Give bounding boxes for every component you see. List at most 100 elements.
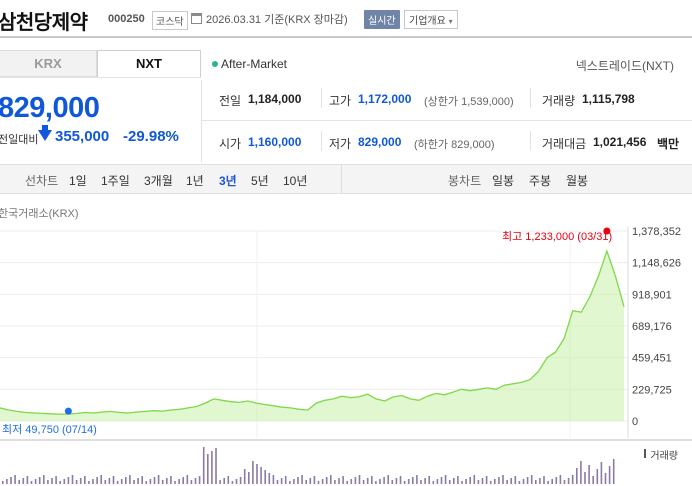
y-tick-label: 1,378,352 [632,226,681,238]
volume-bar [551,479,553,484]
volume-bar [596,469,599,484]
volume-bar [59,481,61,484]
volume-bar [182,477,184,484]
volume-bar [14,475,16,484]
volume-bar [116,481,119,484]
stock-header: 삼천당제약 000250 코스닥 2026.03.31 기준(KRX 장마감) … [0,0,692,38]
period-1y[interactable]: 1년 [186,174,204,188]
stats-col-divider [321,88,322,108]
stats-divider [201,80,202,162]
volume-bar [79,478,82,484]
volume-bar [522,479,525,484]
after-market-dot-icon [212,61,218,67]
upper-limit: (상한가 1,539,000) [424,96,514,108]
candle-chart-label: 봉차트 [448,174,482,188]
volume-bar [567,478,570,484]
volume-bar [207,454,209,484]
min-point-marker [64,407,72,415]
period-3m[interactable]: 3개월 [144,174,173,188]
volume-bar [530,475,533,484]
tab-krx[interactable]: KRX [0,50,97,77]
period-bar [0,164,692,194]
volume-bar [428,476,430,484]
realtime-button[interactable]: 실시간 [364,10,400,29]
company-info-button[interactable]: 기업개요 ▾ [404,10,458,29]
volume-bar [34,479,37,484]
candle-daily[interactable]: 일봉 [492,174,515,188]
volume-bar [576,468,578,484]
volume-bar [469,477,471,484]
volume-bar [461,481,463,484]
volume-bar [125,477,127,484]
stock-code: 000250 [108,13,145,25]
volume-bar [387,475,389,484]
low-value: 829,000 [358,135,402,149]
volume-bar [588,465,590,484]
volume-bar [457,476,459,484]
volume-bar [412,477,414,484]
volume-bar [604,473,607,484]
volume-bar [194,478,197,484]
high-value: 1,172,000 [358,92,412,106]
volume-bar [448,480,451,484]
volume-bar [555,477,558,484]
change-percent: -29.98% [123,128,179,145]
volume-bar [403,481,406,484]
price-area [0,251,624,421]
volume-bar [477,480,480,484]
low-label: 저가 [329,137,352,151]
volume-bar [362,480,365,484]
volume-bar [22,478,25,484]
volume-bar [280,478,283,484]
period-3y[interactable]: 3년 [219,174,237,188]
volume-bar [161,480,164,484]
volume-bar [133,480,135,484]
volume-bar [399,476,402,484]
period-10y[interactable]: 10년 [283,174,308,188]
volume-bar [375,481,377,484]
volume-bar [506,480,508,484]
volume-bar [243,469,246,484]
line-chart-label: 선차트 [25,174,59,188]
volume-bar [334,480,336,484]
volume-bar [43,475,45,484]
stats-col-divider [530,131,531,151]
volume-bar [174,481,176,484]
volume-bar [202,447,205,484]
period-1w[interactable]: 1주일 [101,174,130,188]
period-5y[interactable]: 5년 [251,174,269,188]
volume-bar [543,476,545,484]
candle-monthly[interactable]: 월봉 [566,174,589,188]
volume-bar [129,475,131,484]
volume-bar [391,480,394,484]
volume-bar [84,476,86,484]
open-value: 1,160,000 [248,135,302,149]
volume-bar [293,479,295,484]
volume-bar [440,477,443,484]
volume-bar [51,478,53,484]
volume-bar [108,478,111,484]
period-1d[interactable]: 1일 [69,174,87,188]
volume-bar [92,479,94,484]
calendar-icon [191,13,202,24]
volume-bar [26,476,29,484]
volume-bar [149,479,152,484]
candle-weekly[interactable]: 주봉 [529,174,552,188]
change-value: 355,000 [55,128,110,145]
y-tick-label: 1,148,626 [632,258,681,270]
volume-bar [157,475,160,484]
lower-limit: (하한가 829,000) [414,139,495,151]
change-label: 전일대비 [0,134,39,146]
chevron-down-icon: ▾ [448,17,453,26]
volume-bar [407,479,410,484]
period-bar-divider [341,165,342,193]
volume-bar [346,481,348,484]
volume-bar [141,476,143,484]
volume-bar [473,475,476,484]
volume-bar [502,475,504,484]
volume-bar [514,476,517,484]
volume-bar [559,475,562,484]
volume-bar [252,461,254,484]
tab-nxt[interactable]: NXT [97,50,201,77]
